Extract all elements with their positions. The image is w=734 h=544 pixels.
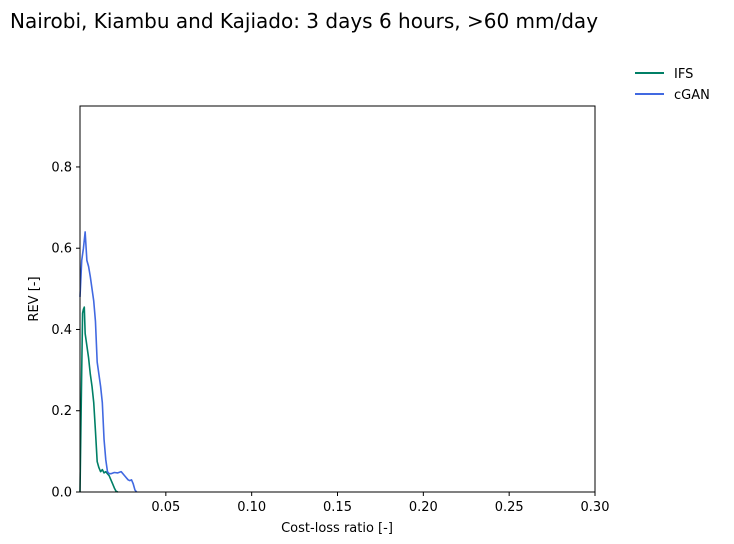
y-tick-label: 0.4 [51, 323, 72, 338]
legend-label-ifs: IFS [674, 67, 693, 82]
x-tick-label: 0.30 [581, 500, 610, 515]
chart-title: Nairobi, Kiambu and Kajiado: 3 days 6 ho… [10, 9, 598, 33]
x-tick-label: 0.25 [495, 500, 524, 515]
x-tick-label: 0.15 [323, 500, 352, 515]
legend-label-cgan: cGAN [674, 88, 710, 103]
x-tick-label: 0.05 [151, 500, 180, 515]
legend: IFS cGAN [635, 67, 710, 103]
y-tick-label: 0.2 [51, 404, 72, 419]
y-tick-label: 0.8 [51, 160, 72, 175]
y-axis-label: REV [-] [27, 276, 42, 321]
series-line-ifs [79, 306, 119, 493]
series-lines [79, 231, 138, 493]
x-tick-label: 0.10 [237, 500, 266, 515]
x-axis-label: Cost-loss ratio [-] [281, 521, 393, 536]
y-tick-label: 0.6 [51, 242, 72, 257]
plot-frame [79, 105, 596, 493]
y-tick-label: 0.0 [51, 486, 72, 501]
x-axis: 0.05 0.10 0.15 0.20 0.25 0.30 [151, 492, 609, 515]
series-line-cgan [79, 231, 138, 493]
x-tick-label: 0.20 [409, 500, 438, 515]
y-axis: 0.0 0.2 0.4 0.6 0.8 [51, 160, 80, 501]
